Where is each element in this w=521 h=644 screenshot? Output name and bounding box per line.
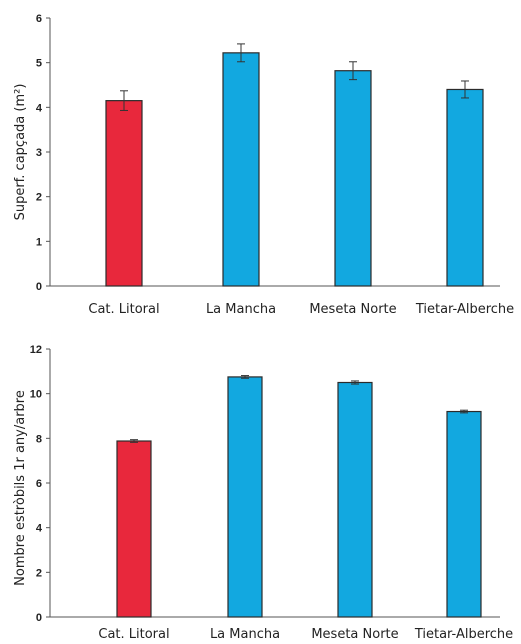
bar-cat-litoral (105, 100, 143, 287)
y-axis-label: Nombre estròbils 1r any/arbre (13, 390, 28, 586)
x-category-label: Tietar-Alberche (415, 302, 514, 317)
bar-tietar-alberche (446, 88, 484, 287)
bar-cat-litoral (116, 440, 152, 618)
bar-meseta-norte (334, 70, 372, 287)
y-tick-label: 6 (36, 13, 42, 25)
y-tick-label: 8 (36, 433, 42, 445)
chart-cones-per-tree: Nombre estròbils 1r any/arbre 0 2 4 6 8 … (13, 344, 513, 642)
x-category-label: La Mancha (210, 627, 280, 642)
x-category-label: Meseta Norte (311, 627, 398, 642)
bar-la-mancha (222, 52, 260, 287)
x-category-label: Tietar-Alberche (414, 627, 513, 642)
x-category-label: Meseta Norte (309, 302, 396, 317)
y-tick-labels: 0 1 2 3 4 5 6 (36, 13, 43, 293)
y-tick-label: 12 (30, 344, 42, 356)
x-category-labels: Cat. Litoral La Mancha Meseta Norte Tiet… (88, 302, 514, 317)
y-tick-label: 6 (36, 478, 42, 490)
y-tick-labels: 0 2 4 6 8 10 12 (30, 344, 43, 624)
y-tick-label: 0 (36, 612, 42, 624)
y-tick-label: 5 (36, 58, 42, 70)
x-category-label: Cat. Litoral (98, 627, 169, 642)
x-category-labels: Cat. Litoral La Mancha Meseta Norte Tiet… (98, 627, 513, 642)
x-category-label: Cat. Litoral (88, 302, 159, 317)
y-tick-label: 4 (36, 102, 43, 114)
y-axis-label: Superf. capçada (m²) (13, 84, 28, 221)
y-tick-label: 1 (36, 236, 42, 248)
bar-tietar-alberche (446, 410, 482, 618)
bar-la-mancha (227, 376, 263, 618)
chart-crown-area: Superf. capçada (m²) 0 1 2 3 4 5 6 Cat. … (13, 13, 514, 317)
y-tick-label: 4 (36, 523, 43, 535)
x-category-label: La Mancha (206, 302, 276, 317)
y-tick-label: 3 (36, 147, 42, 159)
y-tick-label: 2 (36, 192, 42, 204)
y-tick-label: 0 (36, 281, 42, 293)
y-tick-label: 2 (36, 567, 42, 579)
bar-meseta-norte (337, 381, 373, 618)
y-tick-label: 10 (30, 389, 42, 401)
